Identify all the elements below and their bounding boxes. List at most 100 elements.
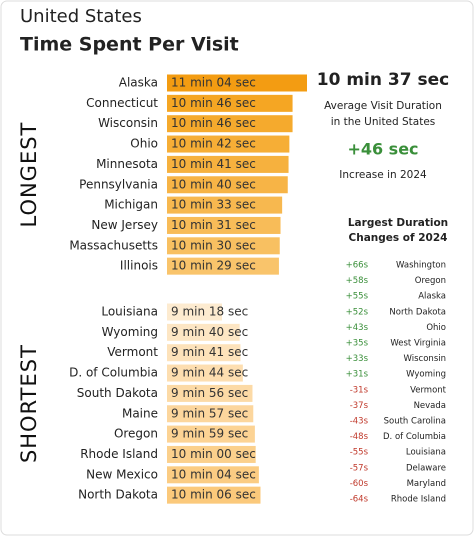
change-value: -43s <box>350 417 369 427</box>
value-label: 9 min 59 sec <box>171 427 248 441</box>
change-value: +43s <box>346 323 369 333</box>
category-label: North Dakota <box>78 488 158 502</box>
change-state: Ohio <box>426 323 446 333</box>
change-value: -64s <box>350 495 369 505</box>
bar <box>167 466 259 484</box>
bar <box>167 176 288 194</box>
change: +46 sec <box>347 140 418 159</box>
average-label: Average Visit Duration <box>324 100 442 112</box>
value-label: 10 min 42 sec <box>171 137 256 151</box>
change-state: Alaska <box>418 292 446 302</box>
bar <box>167 257 279 275</box>
category-label: Connecticut <box>86 96 158 110</box>
change-state: Louisiana <box>406 448 446 458</box>
category-label: Alaska <box>119 76 158 90</box>
group-label: SHORTEST <box>17 344 41 463</box>
bar <box>167 115 293 133</box>
change-state: Maryland <box>407 479 446 489</box>
value-label: 10 min 00 sec <box>171 447 256 461</box>
change-value: +31s <box>346 370 369 380</box>
category-label: New Mexico <box>86 467 158 481</box>
changes-title: Changes of 2024 <box>349 232 448 244</box>
bar <box>167 425 255 443</box>
category-label: Wisconsin <box>98 116 158 130</box>
value-label: 10 min 31 sec <box>171 218 256 232</box>
average-label: in the United States <box>331 116 436 128</box>
bar <box>167 196 283 214</box>
value-label: 10 min 30 sec <box>171 238 256 252</box>
bar <box>167 344 241 362</box>
category-label: Michigan <box>104 198 158 212</box>
category-label: Oregon <box>114 427 158 441</box>
change-state: North Dakota <box>389 307 446 317</box>
category-label: South Dakota <box>77 386 158 400</box>
category-label: Louisiana <box>101 305 158 319</box>
category-label: Illinois <box>120 259 158 273</box>
change-state: Vermont <box>410 385 447 395</box>
bar <box>167 94 293 112</box>
bar <box>167 405 254 423</box>
change-state: D. of Columbia <box>383 432 446 442</box>
value-label: 10 min 29 sec <box>171 259 256 273</box>
change-value: +35s <box>346 339 369 349</box>
category-label: Wyoming <box>102 325 158 339</box>
value-label: 11 min 04 sec <box>171 76 256 90</box>
value-label: 10 min 06 sec <box>171 488 256 502</box>
change-label: Increase in 2024 <box>339 169 427 181</box>
value-label: 10 min 41 sec <box>171 157 256 171</box>
bar <box>167 303 222 321</box>
change-state: West Virginia <box>390 339 446 349</box>
category-label: Vermont <box>107 345 158 359</box>
value-label: 10 min 33 sec <box>171 198 256 212</box>
value-label: 9 min 18 sec <box>171 305 248 319</box>
change-value: +58s <box>346 276 369 286</box>
bar <box>167 216 281 234</box>
value-label: 10 min 46 sec <box>171 116 256 130</box>
change-value: +52s <box>346 307 369 317</box>
change-state: South Carolina <box>384 417 446 427</box>
subtitle: Time Spent Per Visit <box>20 34 239 56</box>
change-value: -60s <box>350 479 369 489</box>
title: United States <box>20 6 142 27</box>
average: 10 min 37 sec <box>317 70 449 90</box>
bar <box>167 364 243 382</box>
bar <box>167 155 289 173</box>
bar <box>167 486 261 504</box>
category-label: Ohio <box>130 137 158 151</box>
value-label: 9 min 57 sec <box>171 406 248 420</box>
value-label: 10 min 04 sec <box>171 467 256 481</box>
change-state: Nevada <box>414 401 446 411</box>
category-label: Maine <box>122 406 158 420</box>
group-label: LONGEST <box>17 122 41 228</box>
value-label: 9 min 44 sec <box>171 366 248 380</box>
change-value: -57s <box>350 463 369 473</box>
change-value: -37s <box>350 401 369 411</box>
category-label: Minnesota <box>96 157 158 171</box>
value-label: 10 min 46 sec <box>171 96 256 110</box>
value-label: 9 min 41 sec <box>171 345 248 359</box>
change-value: +33s <box>346 354 369 364</box>
bar <box>167 74 307 92</box>
category-label: Pennsylvania <box>79 177 158 191</box>
change-value: -55s <box>350 448 369 458</box>
value-label: 9 min 56 sec <box>171 386 248 400</box>
category-label: Rhode Island <box>80 447 158 461</box>
change-value: -48s <box>350 432 369 442</box>
change-state: Washington <box>396 261 446 271</box>
change-state: Oregon <box>415 276 446 286</box>
change-value: -31s <box>350 385 369 395</box>
category-label: New Jersey <box>91 218 158 232</box>
change-state: Rhode Island <box>391 495 446 505</box>
value-label: 9 min 40 sec <box>171 325 248 339</box>
bar <box>167 323 240 341</box>
change-value: +55s <box>346 292 369 302</box>
change-state: Delaware <box>406 463 446 473</box>
category-label: D. of Columbia <box>69 366 158 380</box>
change-state: Wisconsin <box>404 354 446 364</box>
bar <box>167 135 290 153</box>
change-state: Wyoming <box>406 370 446 380</box>
bar <box>167 237 280 255</box>
bar <box>167 445 256 463</box>
value-label: 10 min 40 sec <box>171 177 256 191</box>
